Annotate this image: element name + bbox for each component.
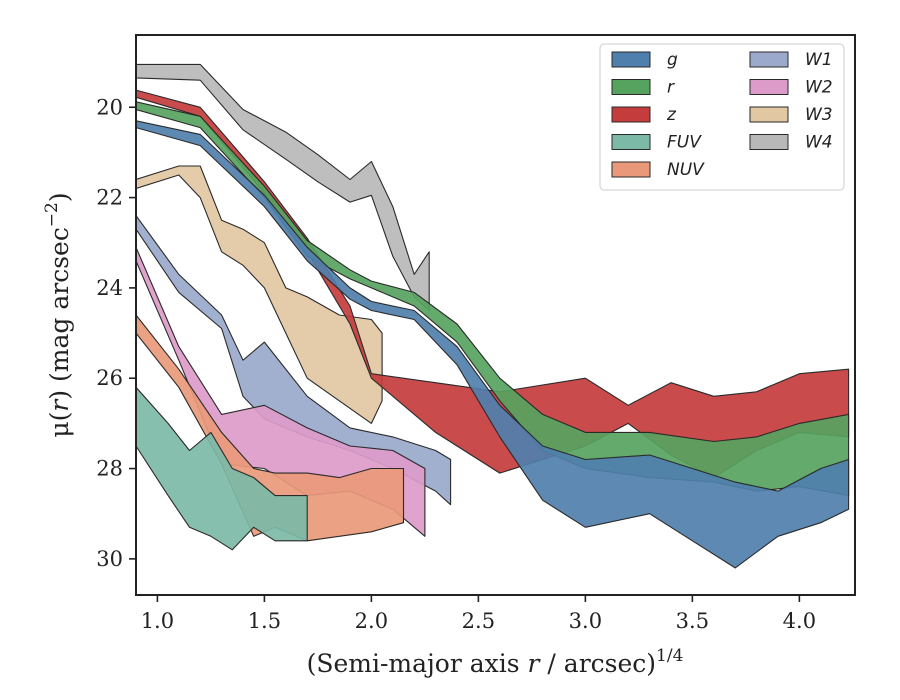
band-g (136, 120, 850, 569)
legend-swatch-w2 (749, 79, 789, 95)
x-axis-label-pre: (Semi-major axis (307, 649, 528, 678)
legend-swatch-r (611, 79, 651, 95)
x-axis-label: (Semi-major axis r / arcsec)1/4 (307, 646, 684, 678)
x-axis-label-post: / arcsec) (539, 649, 656, 678)
band-w3 (136, 165, 383, 424)
y-axis-label-exponent: −2 (42, 202, 62, 227)
legend-swatch-g (611, 51, 651, 68)
y-axis-label-var: r (45, 398, 74, 412)
ticks-layer: 1.0 1.5 2.0 2.5 3.0 3.5 4.0 20 22 24 26 28 30 (96, 95, 816, 633)
legend-label-w1: W1 (805, 50, 833, 70)
x-axis-label-var: r (528, 649, 542, 678)
legend-label-fuv: FUV (667, 133, 702, 153)
bands-layer (136, 63, 850, 569)
legend-label-z: z (666, 105, 677, 125)
x-tick-label: 3.0 (569, 609, 602, 633)
legend-swatch-w3 (749, 106, 789, 123)
legend-label-w4: W4 (805, 133, 833, 153)
legend-swatch-nuv (611, 161, 651, 178)
band-fuv (136, 386, 308, 551)
y-tick-label: 30 (96, 547, 123, 571)
legend-swatch-fuv (611, 134, 651, 150)
x-tick-label: 2.0 (355, 609, 388, 633)
x-tick-label: 3.5 (676, 609, 709, 633)
y-axis-label-close: ) (45, 192, 74, 202)
y-tick-label: 24 (96, 276, 123, 300)
legend-swatch-w1 (749, 51, 789, 68)
x-tick-label: 1.5 (248, 609, 281, 633)
x-axis-label-exponent: 1/4 (656, 646, 683, 666)
y-tick-label: 20 (96, 95, 123, 119)
x-tick-label: 4.0 (783, 609, 816, 633)
legend-label-r: r (667, 78, 675, 98)
legend-swatch-z (611, 106, 651, 123)
legend-label-nuv: NUV (667, 160, 705, 180)
y-tick-label: 22 (96, 186, 123, 210)
legend-label-w2: W2 (805, 78, 833, 98)
plot-frame (135, 34, 856, 596)
y-tick-label: 28 (96, 457, 123, 481)
legend: grz FUV NUV W1 W2 W3 W4 (599, 43, 845, 191)
x-tick-label: 1.0 (141, 609, 174, 633)
x-tick-label: 2.5 (462, 609, 495, 633)
legend-label-w3: W3 (805, 105, 833, 125)
y-tick-label: 26 (96, 366, 123, 390)
legend-swatch-w4 (749, 134, 789, 150)
y-axis-label-mid: ) (mag arcsec (45, 227, 74, 400)
legend-label-g: g (667, 50, 678, 70)
y-axis-label-mu: μ( (45, 412, 74, 438)
y-axis-label: μ(r) (mag arcsec−2) (42, 192, 74, 437)
